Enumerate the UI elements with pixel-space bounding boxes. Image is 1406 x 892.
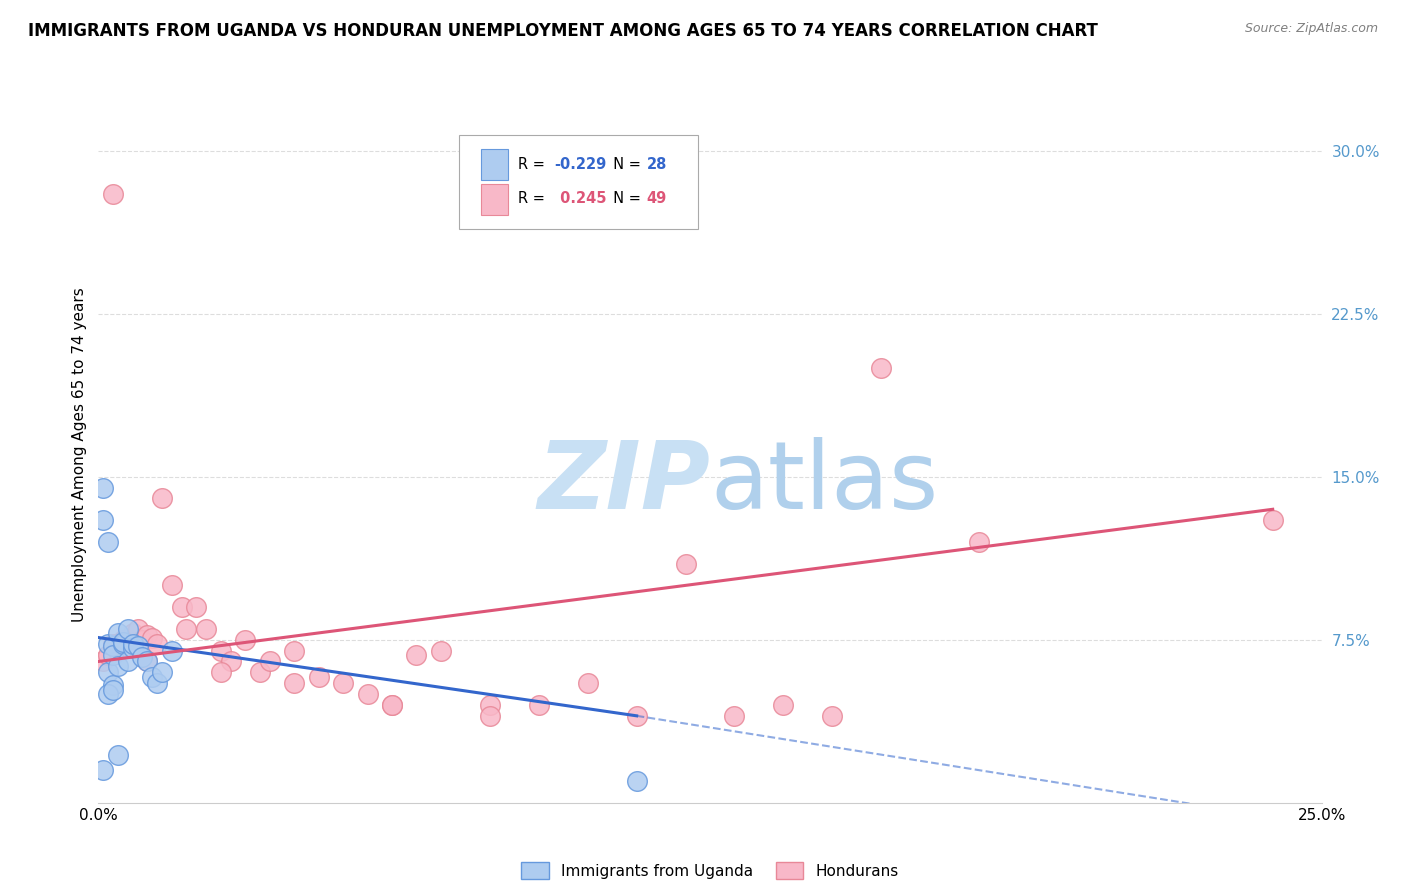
Point xyxy=(107,626,129,640)
Point xyxy=(209,643,232,657)
Bar xyxy=(481,184,508,215)
Point xyxy=(91,481,114,495)
Point xyxy=(170,600,193,615)
Point xyxy=(101,637,124,651)
Text: IMMIGRANTS FROM UGANDA VS HONDURAN UNEMPLOYMENT AMONG AGES 65 TO 74 YEARS CORREL: IMMIGRANTS FROM UGANDA VS HONDURAN UNEMP… xyxy=(28,22,1098,40)
Text: 0.245: 0.245 xyxy=(555,192,606,206)
Point xyxy=(626,774,648,789)
Point xyxy=(821,708,844,723)
Text: 28: 28 xyxy=(647,157,666,171)
Point xyxy=(121,637,143,651)
Point xyxy=(111,632,134,647)
Point xyxy=(136,628,159,642)
Point xyxy=(131,650,153,665)
Point xyxy=(91,763,114,777)
Point xyxy=(101,639,124,653)
Text: R =: R = xyxy=(517,157,550,171)
Text: Source: ZipAtlas.com: Source: ZipAtlas.com xyxy=(1244,22,1378,36)
Point xyxy=(141,631,163,645)
Text: ZIP: ZIP xyxy=(537,437,710,529)
Point xyxy=(111,635,134,649)
Point xyxy=(527,698,550,712)
Point xyxy=(626,708,648,723)
Point xyxy=(111,639,134,653)
Point xyxy=(136,655,159,669)
Point xyxy=(356,687,378,701)
Point xyxy=(219,655,242,669)
Point xyxy=(101,678,124,692)
Point xyxy=(209,665,232,680)
Point xyxy=(430,643,453,657)
Point xyxy=(150,665,173,680)
Point xyxy=(967,535,990,549)
Point xyxy=(283,676,305,690)
Point xyxy=(195,622,218,636)
Point xyxy=(478,698,501,712)
Point xyxy=(107,747,129,762)
Point xyxy=(117,637,139,651)
Point xyxy=(121,641,143,656)
Point xyxy=(146,637,169,651)
Point xyxy=(259,655,281,669)
Point xyxy=(160,643,183,657)
Point xyxy=(131,632,153,647)
Point xyxy=(97,637,120,651)
Point xyxy=(91,655,114,669)
Text: N =: N = xyxy=(603,157,645,171)
Point xyxy=(772,698,794,712)
Point xyxy=(332,676,354,690)
Point xyxy=(97,665,120,680)
Point xyxy=(97,687,120,701)
Point xyxy=(136,655,159,669)
Point xyxy=(101,186,124,201)
Point xyxy=(101,648,124,662)
Point xyxy=(111,637,134,651)
Point xyxy=(107,658,129,673)
Legend: Immigrants from Uganda, Hondurans: Immigrants from Uganda, Hondurans xyxy=(515,855,905,886)
Point xyxy=(576,676,599,690)
Point xyxy=(1261,513,1284,527)
Point xyxy=(478,708,501,723)
FancyBboxPatch shape xyxy=(460,135,697,229)
Bar xyxy=(481,149,508,180)
Point xyxy=(117,637,139,651)
Point xyxy=(405,648,427,662)
Point xyxy=(160,578,183,592)
Point xyxy=(141,670,163,684)
Point xyxy=(150,491,173,506)
Point xyxy=(97,535,120,549)
Text: -0.229: -0.229 xyxy=(555,157,607,171)
Text: atlas: atlas xyxy=(710,437,938,529)
Text: R =: R = xyxy=(517,192,554,206)
Point xyxy=(283,643,305,657)
Y-axis label: Unemployment Among Ages 65 to 74 years: Unemployment Among Ages 65 to 74 years xyxy=(72,287,87,623)
Point xyxy=(91,513,114,527)
Point xyxy=(101,682,124,697)
Point xyxy=(127,639,149,653)
Point xyxy=(381,698,404,712)
Point xyxy=(308,670,330,684)
Point xyxy=(176,622,198,636)
Point xyxy=(127,622,149,636)
Point xyxy=(97,648,120,662)
Text: N =: N = xyxy=(603,192,645,206)
Point xyxy=(107,643,129,657)
Point xyxy=(723,708,745,723)
Point xyxy=(870,360,893,375)
Point xyxy=(117,622,139,636)
Point xyxy=(249,665,271,680)
Point xyxy=(233,632,256,647)
Point xyxy=(381,698,404,712)
Point xyxy=(186,600,208,615)
Point xyxy=(117,655,139,669)
Text: 49: 49 xyxy=(647,192,666,206)
Point xyxy=(121,626,143,640)
Point xyxy=(146,676,169,690)
Point xyxy=(675,557,697,571)
